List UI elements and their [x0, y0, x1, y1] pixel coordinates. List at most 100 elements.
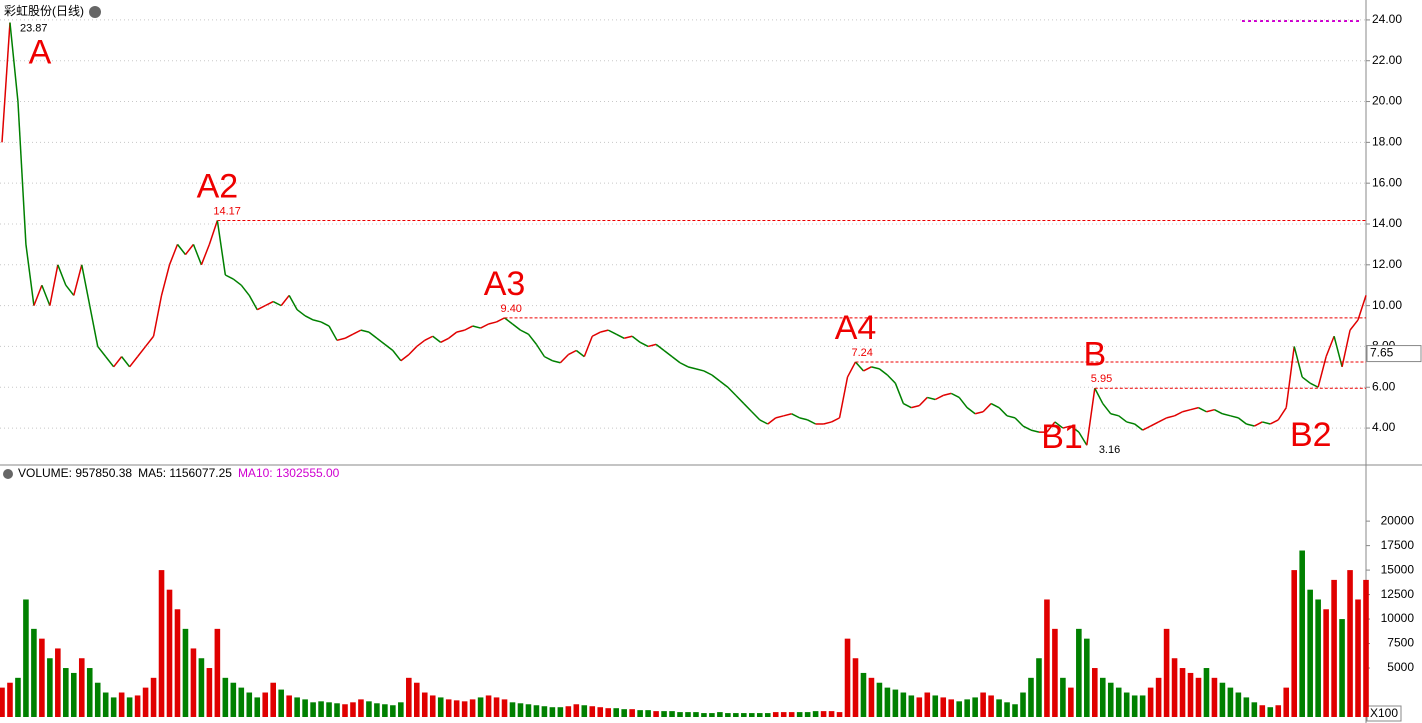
annotation-letter: B: [1083, 335, 1106, 373]
volume-bar: [1068, 687, 1074, 717]
price-segment: [1357, 295, 1367, 321]
annotation-value: 7.24: [851, 347, 872, 359]
price-segment: [280, 294, 290, 307]
price-segment: [783, 413, 792, 417]
volume-bar: [605, 708, 612, 717]
annotation-letter: B1: [1041, 418, 1083, 456]
price-segment: [344, 333, 354, 339]
y-tick-label: 10000: [1381, 611, 1415, 625]
price-segment: [639, 341, 649, 348]
price-segment: [232, 278, 242, 286]
volume-bar: [1012, 704, 1018, 717]
volume-bar: [31, 628, 37, 717]
price-segment: [886, 374, 896, 384]
price-segment: [1022, 425, 1032, 431]
price-segment: [504, 317, 513, 325]
y-tick-label: 22.00: [1372, 53, 1402, 67]
price-segment: [1030, 429, 1040, 433]
volume-bar: [214, 628, 221, 717]
volume-bar: [477, 697, 484, 717]
price-segment: [943, 392, 952, 397]
annotation-value: 5.95: [1091, 373, 1112, 385]
price-segment: [1, 22, 11, 143]
price-segment: [1134, 423, 1144, 431]
volume-bar: [0, 687, 5, 717]
price-segment: [671, 356, 681, 364]
price-segment: [288, 295, 298, 311]
price-segment: [974, 411, 984, 415]
price-segment: [1222, 413, 1231, 417]
volume-bar: [222, 677, 229, 717]
y-tick-label: 12500: [1381, 587, 1415, 601]
volume-bar: [733, 713, 739, 717]
volume-bar: [693, 712, 699, 717]
menu-icon[interactable]: [89, 6, 101, 18]
volume-bar: [1211, 677, 1218, 717]
volume-bar: [517, 703, 524, 717]
volume-bar: [366, 701, 372, 717]
volume-bar: [948, 699, 955, 717]
annotation-letter: A: [29, 34, 52, 72]
volume-bar: [429, 695, 436, 717]
volume-bar: [55, 648, 61, 717]
volume-bar: [1259, 705, 1266, 717]
price-segment: [97, 345, 107, 358]
price-segment: [296, 309, 306, 317]
volume-bar: [142, 687, 149, 717]
volume-bar: [198, 658, 205, 717]
volume-bar: [1131, 695, 1138, 717]
volume-bar: [15, 677, 21, 717]
y-tick-label: 24.00: [1372, 12, 1402, 26]
price-segment: [65, 284, 75, 296]
price-segment: [240, 284, 250, 296]
menu-icon[interactable]: [3, 469, 13, 479]
volume-bar: [1187, 672, 1194, 717]
price-segment: [687, 366, 697, 370]
volume-bar: [1028, 677, 1034, 717]
volume-bar: [525, 704, 532, 717]
volume-bar: [437, 697, 444, 717]
volume-bar: [238, 687, 245, 717]
volume-bar: [940, 697, 947, 717]
volume-bar: [764, 713, 771, 717]
volume-bar: [1092, 668, 1098, 717]
price-segment: [216, 220, 227, 276]
volume-bar: [350, 702, 356, 717]
price-segment: [1214, 409, 1223, 415]
volume-bar: [669, 711, 675, 717]
price-segment: [1054, 421, 1064, 429]
price-segment: [440, 337, 450, 344]
price-segment: [81, 264, 91, 306]
volume-bar: [206, 668, 213, 717]
price-segment: [1094, 387, 1104, 404]
price-segment: [1158, 417, 1167, 423]
price-segment: [767, 417, 777, 425]
volume-bar: [549, 707, 556, 717]
price-segment: [480, 323, 489, 329]
volume-bar: [621, 709, 627, 717]
price-segment: [121, 356, 131, 368]
volume-bar: [884, 687, 891, 717]
volume-bar: [374, 703, 380, 717]
price-segment: [1014, 417, 1024, 427]
price-segment: [1269, 419, 1279, 425]
volume-bar: [7, 682, 13, 717]
price-segment: [1230, 415, 1239, 419]
volume-bar: [1084, 638, 1090, 717]
annotation-value: 14.17: [213, 205, 241, 217]
price-segment: [312, 319, 322, 323]
volume-bar: [382, 704, 388, 717]
volume-bar: [1283, 687, 1290, 717]
y-tick-label: 20.00: [1372, 94, 1402, 108]
volume-bar: [302, 699, 308, 717]
volume-bar: [1060, 677, 1066, 717]
price-segment: [208, 220, 219, 245]
volume-bar: [597, 707, 604, 717]
price-segment: [184, 243, 195, 256]
volume-bar: [1107, 682, 1114, 717]
volume-bar: [924, 692, 931, 717]
price-segment: [878, 368, 888, 376]
price-segment: [918, 396, 928, 407]
y-tick-label: 18.00: [1372, 135, 1402, 149]
